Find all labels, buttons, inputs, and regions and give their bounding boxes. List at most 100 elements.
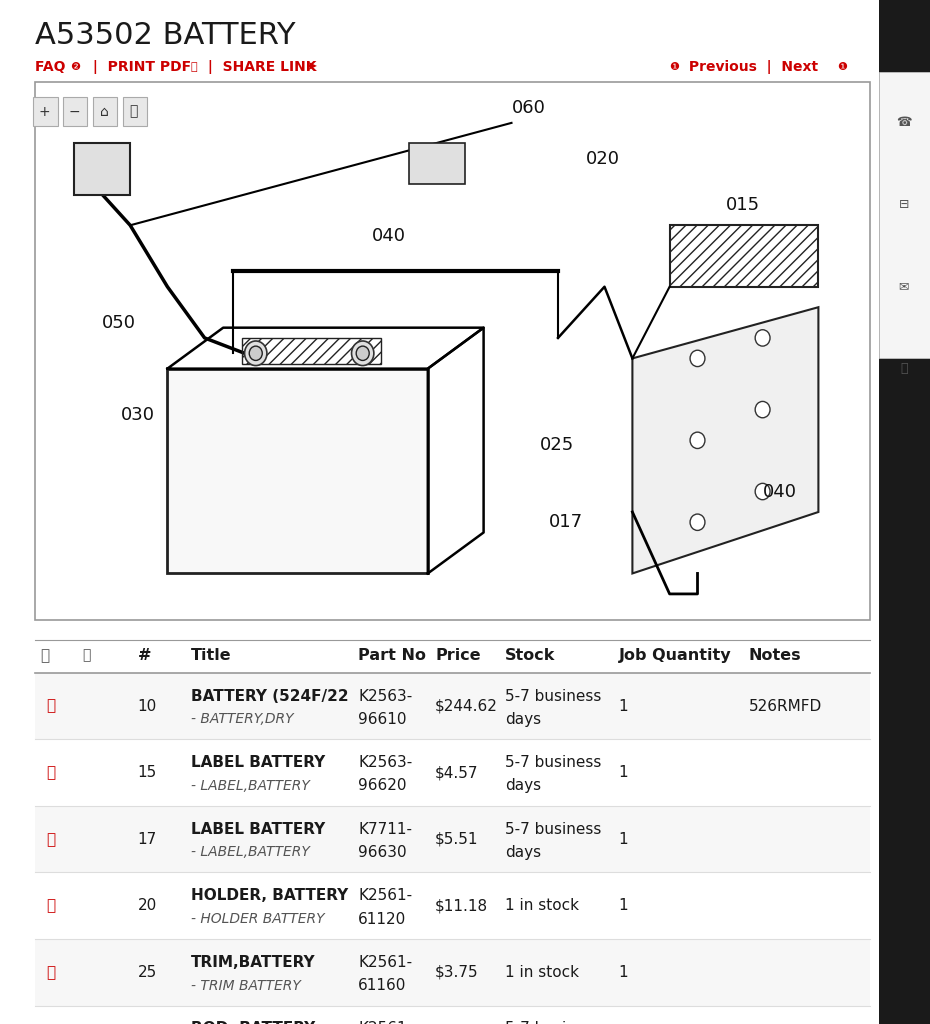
Text: $4.57: $4.57 (435, 765, 479, 780)
Text: FAQ: FAQ (35, 59, 71, 74)
Circle shape (755, 330, 770, 346)
Text: K2561-: K2561- (358, 1021, 412, 1024)
Text: |  PRINT PDF: | PRINT PDF (88, 59, 196, 74)
Text: +: + (39, 104, 50, 119)
Text: LABEL BATTERY: LABEL BATTERY (191, 821, 325, 837)
Text: 1: 1 (618, 965, 628, 980)
Text: 1: 1 (618, 698, 628, 714)
Text: 61160: 61160 (358, 978, 406, 993)
Text: 📷: 📷 (82, 648, 91, 663)
Bar (63, 97, 87, 126)
Bar (35, 673, 870, 739)
Text: - HOLDER BATTERY: - HOLDER BATTERY (191, 912, 325, 926)
Text: days: days (505, 845, 541, 860)
Bar (409, 143, 465, 184)
Bar (35, 82, 870, 620)
Text: #: # (138, 648, 152, 663)
Text: ❶: ❶ (670, 61, 680, 72)
Circle shape (356, 346, 369, 360)
Bar (167, 369, 428, 573)
Text: $11.18: $11.18 (435, 898, 488, 913)
Bar (35, 872, 870, 939)
Polygon shape (632, 307, 818, 573)
Text: K7711-: K7711- (358, 821, 412, 837)
Text: - TRIM BATTERY: - TRIM BATTERY (191, 979, 300, 992)
Text: ROD, BATTERY: ROD, BATTERY (191, 1021, 315, 1024)
Text: ⌂: ⌂ (100, 104, 109, 119)
Text: 🛒: 🛒 (46, 965, 56, 980)
Text: days: days (505, 712, 541, 727)
Bar (879, 72, 930, 358)
Circle shape (690, 432, 705, 449)
Text: 5-7 business: 5-7 business (505, 688, 602, 703)
Text: - LABEL,BATTERY: - LABEL,BATTERY (191, 846, 310, 859)
Circle shape (352, 341, 374, 366)
Bar (123, 97, 147, 126)
Text: ⊟: ⊟ (898, 199, 910, 211)
Bar (879, 0, 930, 1024)
Bar (35, 739, 870, 806)
Text: Job Quantity: Job Quantity (618, 648, 731, 663)
Text: K2561-: K2561- (358, 954, 412, 970)
Circle shape (690, 514, 705, 530)
Text: ☎: ☎ (897, 117, 911, 129)
Text: BATTERY (524F/22: BATTERY (524F/22 (191, 688, 348, 703)
Text: K2561-: K2561- (358, 888, 412, 903)
Text: 96620: 96620 (358, 778, 406, 794)
Text: 025: 025 (539, 436, 574, 455)
Text: 🛒: 🛒 (46, 898, 56, 913)
Circle shape (755, 483, 770, 500)
Text: A53502 BATTERY: A53502 BATTERY (35, 22, 296, 50)
Text: 96630: 96630 (358, 845, 406, 860)
Text: 017: 017 (549, 513, 583, 531)
Text: 🛒: 🛒 (46, 698, 56, 714)
Text: 🛒: 🛒 (46, 765, 56, 780)
Text: - BATTERY,DRY: - BATTERY,DRY (191, 713, 293, 726)
Text: 1: 1 (618, 831, 628, 847)
Text: ❶: ❶ (837, 61, 847, 72)
Text: 1 in stock: 1 in stock (505, 965, 579, 980)
Text: 💬: 💬 (900, 362, 908, 375)
Text: ✉: ✉ (898, 281, 910, 293)
Text: ❷: ❷ (70, 61, 80, 72)
Text: $5.51: $5.51 (435, 831, 479, 847)
Text: 015: 015 (725, 196, 760, 214)
Text: K2563-: K2563- (358, 688, 412, 703)
Text: Previous  |  Next: Previous | Next (684, 59, 822, 74)
Circle shape (755, 401, 770, 418)
Text: 96610: 96610 (358, 712, 406, 727)
Bar (35, 939, 870, 1006)
Text: 040: 040 (763, 482, 797, 501)
Text: LABEL BATTERY: LABEL BATTERY (191, 755, 325, 770)
Text: $244.62: $244.62 (435, 698, 498, 714)
Text: 030: 030 (121, 406, 155, 424)
Text: - LABEL,BATTERY: - LABEL,BATTERY (191, 779, 310, 793)
Text: 1: 1 (618, 898, 628, 913)
Text: days: days (505, 778, 541, 794)
Text: 1: 1 (618, 765, 628, 780)
Text: 050: 050 (102, 313, 137, 332)
Text: Price: Price (435, 648, 481, 663)
Text: 🛒: 🛒 (46, 831, 56, 847)
Text: Part No: Part No (358, 648, 426, 663)
Bar (35, 1006, 870, 1024)
Text: 5-7 business: 5-7 business (505, 1021, 602, 1024)
Text: 61120: 61120 (358, 911, 406, 927)
Text: Stock: Stock (505, 648, 555, 663)
Text: 5-7 business: 5-7 business (505, 755, 602, 770)
Text: −: − (69, 104, 80, 119)
Bar (93, 97, 117, 126)
Bar (670, 225, 818, 287)
Bar (35, 806, 870, 872)
Text: Title: Title (191, 648, 232, 663)
Text: 🖨: 🖨 (191, 61, 197, 72)
Text: 020: 020 (586, 150, 620, 168)
Text: 10: 10 (138, 698, 157, 714)
Text: HOLDER, BATTERY: HOLDER, BATTERY (191, 888, 348, 903)
Text: Notes: Notes (749, 648, 802, 663)
Text: 526RMFD: 526RMFD (749, 698, 822, 714)
Bar (35, 636, 870, 673)
Text: 25: 25 (138, 965, 157, 980)
Text: 17: 17 (138, 831, 157, 847)
Circle shape (249, 346, 262, 360)
